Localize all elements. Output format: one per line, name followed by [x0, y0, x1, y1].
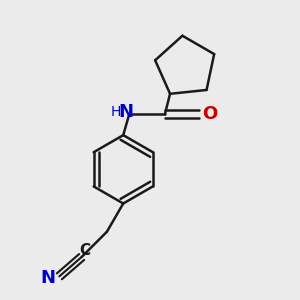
- Text: N: N: [119, 103, 134, 121]
- Text: H: H: [111, 105, 121, 119]
- Text: C: C: [79, 243, 90, 258]
- Text: O: O: [202, 105, 217, 123]
- Text: N: N: [40, 269, 56, 287]
